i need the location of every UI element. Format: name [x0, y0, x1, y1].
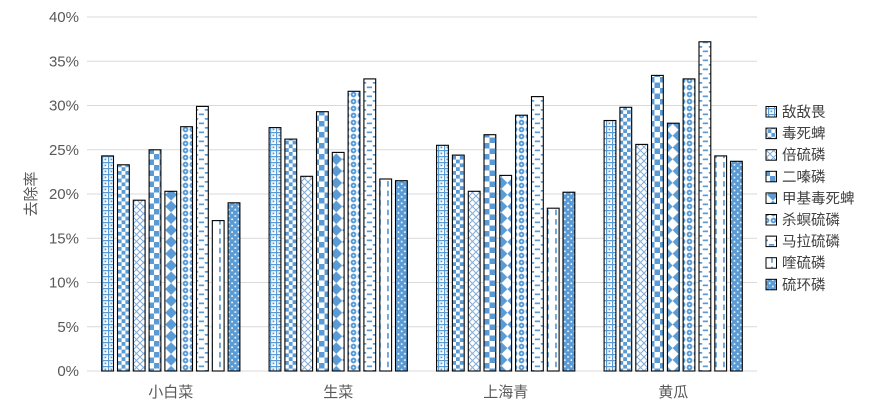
bar-黄瓜-倍硫磷 — [635, 143, 649, 372]
x-category-label: 生菜 — [323, 384, 353, 401]
bar-生菜-倍硫磷 — [300, 175, 314, 372]
bar-小白菜-倍硫磷 — [132, 199, 146, 372]
x-category-label: 上海青 — [483, 384, 528, 401]
bar-生菜-硫环磷 — [394, 180, 408, 372]
bar-小白菜-甲基毒死蜱 — [164, 190, 178, 372]
x-category-label: 黄瓜 — [658, 384, 688, 401]
x-category-label: 小白菜 — [148, 384, 193, 401]
y-tick-label: 30% — [49, 98, 79, 115]
legend-swatch-甲基毒死蜱 — [765, 192, 777, 204]
bar-黄瓜-二嗪磷 — [650, 74, 664, 372]
bar-黄瓜-杀螟硫磷 — [682, 78, 696, 372]
legend-swatch-杀螟硫磷 — [765, 214, 777, 226]
y-axis-title: 去除率 — [23, 171, 40, 216]
legend-label: 毒死蜱 — [782, 126, 826, 143]
y-tick-label: 40% — [49, 9, 79, 26]
legend-swatch-毒死蜱 — [765, 127, 777, 140]
bar-生菜-马拉硫磷 — [363, 78, 377, 372]
y-tick-label: 15% — [49, 230, 79, 247]
bar-小白菜-敌敌畏 — [101, 155, 115, 372]
y-tick-label: 20% — [49, 186, 79, 203]
bar-黄瓜-甲基毒死蜱 — [666, 122, 680, 372]
bar-生菜-毒死蜱 — [284, 138, 298, 372]
legend-swatch-喹硫磷 — [765, 257, 777, 269]
bar-小白菜-马拉硫磷 — [195, 105, 209, 372]
bar-上海青-甲基毒死蜱 — [499, 174, 513, 372]
legend-swatch-敌敌畏 — [765, 106, 777, 118]
bar-上海青-二嗪磷 — [483, 134, 497, 372]
bar-生菜-甲基毒死蜱 — [331, 151, 345, 372]
legend-label: 马拉硫磷 — [782, 234, 840, 251]
bar-小白菜-杀螟硫磷 — [180, 126, 194, 372]
bar-上海青-硫环磷 — [562, 191, 576, 372]
bar-生菜-敌敌畏 — [268, 127, 282, 372]
y-tick-label: 0% — [57, 363, 79, 380]
legend-label: 倍硫磷 — [782, 147, 826, 164]
legend-label: 喹硫磷 — [782, 255, 826, 272]
y-tick-label: 5% — [57, 319, 79, 336]
y-tick-label: 35% — [49, 53, 79, 70]
bar-生菜-二嗪磷 — [315, 111, 329, 372]
legend-swatch-马拉硫磷 — [765, 235, 777, 248]
legend-label: 二嗪磷 — [782, 169, 826, 186]
y-tick-label: 25% — [49, 142, 79, 159]
legend-label: 敌敌畏 — [782, 104, 826, 121]
bar-小白菜-二嗪磷 — [148, 149, 162, 372]
bar-黄瓜-敌敌畏 — [603, 119, 617, 372]
bar-上海青-喹硫磷 — [546, 207, 560, 372]
bar-小白菜-硫环磷 — [227, 202, 241, 372]
bar-生菜-杀螟硫磷 — [347, 90, 361, 372]
bar-小白菜-喹硫磷 — [211, 220, 225, 372]
bar-黄瓜-毒死蜱 — [619, 106, 633, 372]
bar-黄瓜-喹硫磷 — [714, 155, 728, 372]
bar-上海青-敌敌畏 — [436, 144, 449, 372]
bar-黄瓜-硫环磷 — [729, 160, 743, 372]
bar-小白菜-毒死蜱 — [116, 164, 130, 372]
bar-上海青-杀螟硫磷 — [515, 114, 528, 372]
bar-上海青-毒死蜱 — [451, 154, 465, 372]
bar-黄瓜-马拉硫磷 — [698, 41, 712, 372]
legend-label: 硫环磷 — [782, 277, 826, 294]
legend-label: 杀螟硫磷 — [782, 212, 840, 229]
bar-上海青-马拉硫磷 — [530, 96, 544, 372]
bar-上海青-倍硫磷 — [467, 190, 481, 372]
legend-swatch-倍硫磷 — [765, 149, 777, 161]
legend-swatch-硫环磷 — [765, 278, 777, 291]
legend-label: 甲基毒死蜱 — [782, 190, 855, 207]
bar-生菜-喹硫磷 — [379, 178, 393, 372]
y-tick-label: 10% — [49, 275, 79, 292]
legend-swatch-二嗪磷 — [765, 170, 777, 183]
